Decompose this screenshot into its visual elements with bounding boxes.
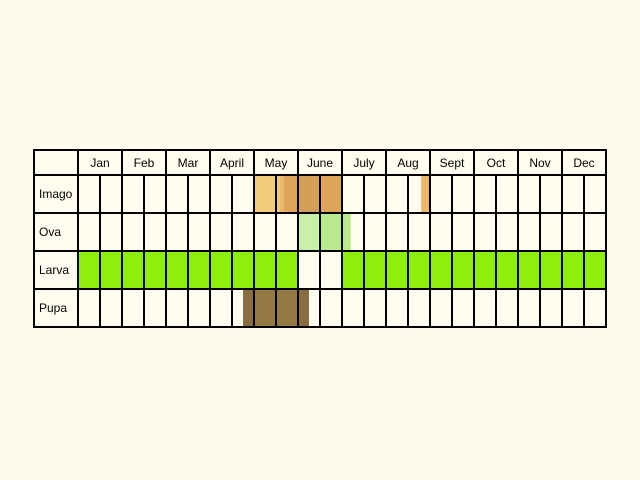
- imago-period-3: [298, 175, 320, 213]
- month-label-11: Dec: [573, 156, 594, 170]
- month-label-10: Nov: [529, 156, 550, 170]
- ova-period-1: [320, 213, 351, 251]
- month-label-9: Oct: [487, 156, 506, 170]
- month-label-3: April: [220, 156, 244, 170]
- pupa-period-2: [298, 289, 309, 327]
- stage-label-pupa: Pupa: [39, 301, 67, 315]
- stage-label-imago: Imago: [39, 187, 73, 201]
- stage-label-larva: Larva: [39, 263, 69, 277]
- month-label-0: Jan: [90, 156, 109, 170]
- month-label-7: Aug: [397, 156, 418, 170]
- label-layer: Jan Feb Mar April May June July Aug Sept Oct Nov De…: [39, 156, 595, 315]
- imago-period-2: [283, 175, 298, 213]
- month-label-1: Feb: [134, 156, 155, 170]
- imago-period-5: [421, 175, 430, 213]
- ova-period-0: [298, 213, 320, 251]
- imago-period-4: [320, 175, 342, 213]
- month-label-6: July: [353, 156, 374, 170]
- imago-period-1: [279, 175, 284, 213]
- stage-label-ova: Ova: [39, 225, 61, 239]
- grid-lines: [33, 149, 607, 328]
- month-label-4: May: [265, 156, 288, 170]
- pupa-period-0: [243, 289, 254, 327]
- month-label-5: June: [307, 156, 333, 170]
- month-label-2: Mar: [178, 156, 199, 170]
- month-label-8: Sept: [440, 156, 465, 170]
